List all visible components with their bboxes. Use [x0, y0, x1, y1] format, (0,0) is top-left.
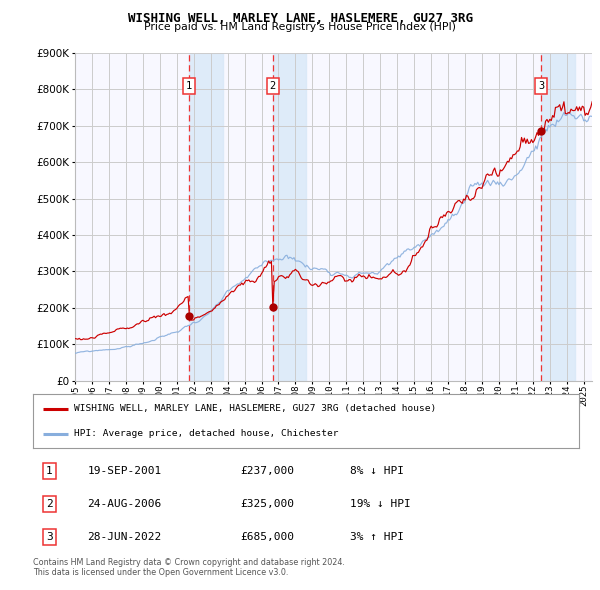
Text: 3% ↑ HPI: 3% ↑ HPI — [350, 532, 404, 542]
Text: 28-JUN-2022: 28-JUN-2022 — [88, 532, 162, 542]
Text: WISHING WELL, MARLEY LANE, HASLEMERE, GU27 3RG (detached house): WISHING WELL, MARLEY LANE, HASLEMERE, GU… — [74, 404, 436, 413]
Bar — [189, 53, 223, 381]
Text: £685,000: £685,000 — [241, 532, 295, 542]
Text: £325,000: £325,000 — [241, 499, 295, 509]
Text: 1: 1 — [46, 466, 53, 476]
Text: HPI: Average price, detached house, Chichester: HPI: Average price, detached house, Chic… — [74, 430, 338, 438]
Text: 19% ↓ HPI: 19% ↓ HPI — [350, 499, 410, 509]
Text: Contains HM Land Registry data © Crown copyright and database right 2024.: Contains HM Land Registry data © Crown c… — [33, 558, 345, 567]
Text: 24-AUG-2006: 24-AUG-2006 — [88, 499, 162, 509]
Text: 8% ↓ HPI: 8% ↓ HPI — [350, 466, 404, 476]
Bar — [272, 53, 307, 381]
Text: Price paid vs. HM Land Registry's House Price Index (HPI): Price paid vs. HM Land Registry's House … — [144, 22, 456, 32]
Text: 3: 3 — [46, 532, 53, 542]
Text: 1: 1 — [186, 81, 192, 91]
Text: £237,000: £237,000 — [241, 466, 295, 476]
Text: 19-SEP-2001: 19-SEP-2001 — [88, 466, 162, 476]
Text: 2: 2 — [269, 81, 275, 91]
Text: 2: 2 — [46, 499, 53, 509]
Text: 3: 3 — [538, 81, 544, 91]
Text: WISHING WELL, MARLEY LANE, HASLEMERE, GU27 3RG: WISHING WELL, MARLEY LANE, HASLEMERE, GU… — [128, 12, 473, 25]
Text: This data is licensed under the Open Government Licence v3.0.: This data is licensed under the Open Gov… — [33, 568, 289, 576]
Bar — [541, 53, 575, 381]
